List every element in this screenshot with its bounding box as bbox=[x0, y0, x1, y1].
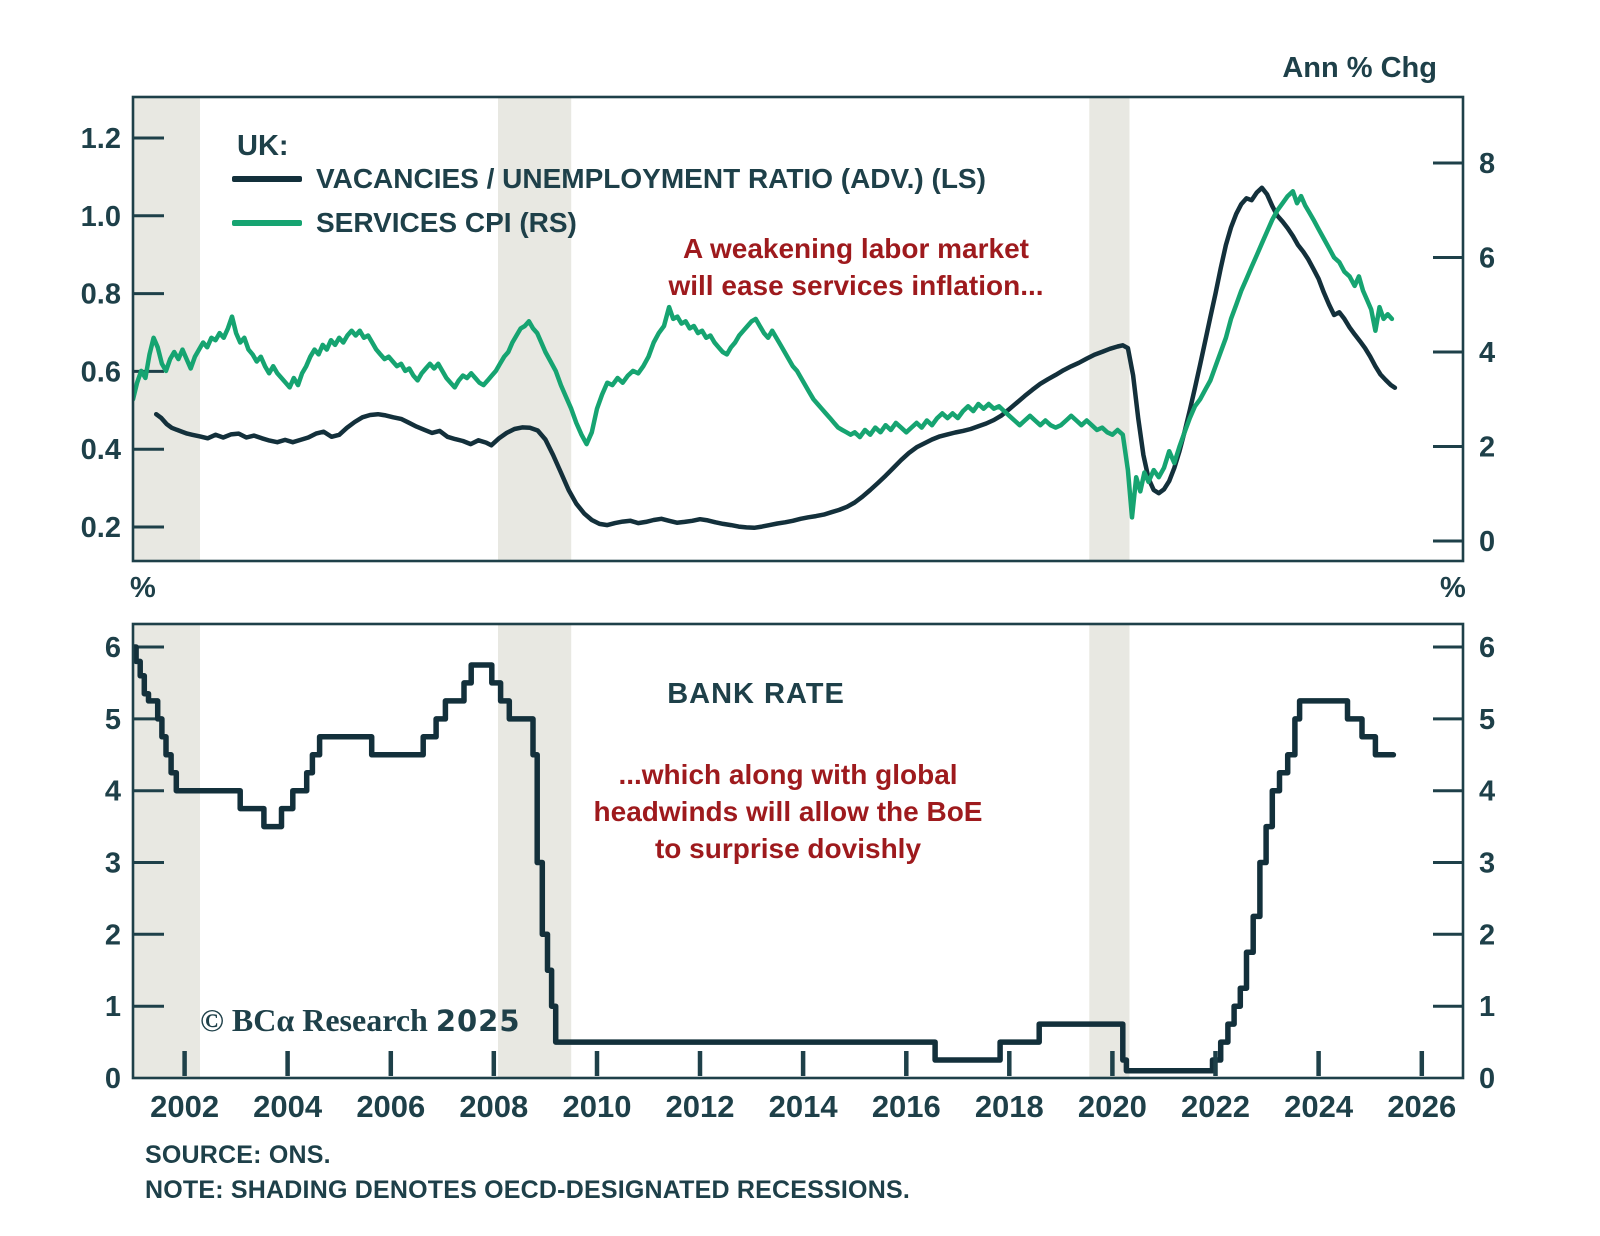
y-axis-tick-label: 8 bbox=[1479, 148, 1495, 180]
recession-band bbox=[133, 97, 200, 561]
legend-label-services-cpi: SERVICES CPI (RS) bbox=[316, 207, 577, 238]
y-axis-tick-label: 1.0 bbox=[81, 201, 121, 233]
y-axis-tick-label: 0 bbox=[1479, 1063, 1495, 1095]
annotation-boe-dovish: ...which along with global headwinds wil… bbox=[594, 756, 983, 867]
x-axis-tick-label: 2010 bbox=[563, 1089, 632, 1124]
annotation-labor-market-line2: will ease services inflation... bbox=[668, 270, 1044, 301]
legend-item-services-cpi: SERVICES CPI (RS) bbox=[232, 207, 577, 239]
y-axis-tick-label: 2 bbox=[1479, 432, 1495, 464]
right-axis-title: Ann % Chg bbox=[1282, 52, 1437, 84]
y-axis-tick-label: 0.2 bbox=[81, 512, 121, 544]
annotation-boe-line2: headwinds will allow the BoE bbox=[593, 796, 983, 827]
recession-band bbox=[1089, 624, 1130, 1078]
legend-label-vacancies: VACANCIES / UNEMPLOYMENT RATIO (ADV.) (L… bbox=[316, 163, 986, 194]
x-axis-tick-label: 2014 bbox=[769, 1089, 839, 1124]
y-axis-tick-label: 1.2 bbox=[81, 123, 121, 155]
y-axis-tick-label: 6 bbox=[1479, 243, 1495, 275]
legend-group-label: UK: bbox=[237, 130, 289, 162]
y-axis-tick-label: 6 bbox=[105, 632, 121, 664]
y-axis-tick-label: 4 bbox=[1479, 776, 1495, 808]
x-axis-tick-label: 2024 bbox=[1284, 1089, 1354, 1124]
annotation-labor-market-line1: A weakening labor market bbox=[683, 233, 1029, 264]
annotation-boe-line3: to surprise dovishly bbox=[654, 833, 922, 864]
y-axis-tick-label: 0 bbox=[1479, 526, 1495, 558]
x-axis-tick-label: 2026 bbox=[1387, 1089, 1456, 1124]
watermark-year: 2025 bbox=[435, 1004, 521, 1038]
y-axis-tick-label: 0.6 bbox=[81, 356, 121, 388]
y-axis-tick-label: 3 bbox=[105, 848, 121, 880]
y-axis-tick-label: 6 bbox=[1479, 632, 1495, 664]
annotation-labor-market: A weakening labor market will ease servi… bbox=[668, 230, 1043, 304]
x-axis-tick-label: 2020 bbox=[1078, 1089, 1147, 1124]
y-axis-tick-label: 4 bbox=[105, 776, 121, 808]
recession-band bbox=[1089, 97, 1130, 561]
y-axis-tick-label: 3 bbox=[1479, 848, 1495, 880]
annotation-boe-line1: ...which along with global bbox=[618, 759, 958, 790]
panel-border bbox=[131, 95, 1465, 563]
vacancies-line-swatch bbox=[232, 176, 302, 182]
recession-band bbox=[133, 624, 200, 1078]
source-note: SOURCE: ONS. bbox=[145, 1141, 331, 1169]
services-cpi-line-swatch bbox=[232, 220, 302, 226]
x-axis-tick-label: 2022 bbox=[1181, 1089, 1250, 1124]
x-axis-tick-label: 2006 bbox=[356, 1089, 425, 1124]
vacancies-ratio-line bbox=[153, 185, 1398, 531]
bank-rate-line bbox=[133, 644, 1397, 1074]
services-cpi-line bbox=[133, 189, 1395, 520]
y-axis-tick-label: 0.4 bbox=[81, 434, 121, 466]
right-percent-label: % bbox=[1440, 572, 1466, 604]
x-axis-tick-label: 2004 bbox=[253, 1089, 323, 1124]
shading-note: NOTE: SHADING DENOTES OECD-DESIGNATED RE… bbox=[145, 1176, 910, 1204]
y-axis-tick-label: 0 bbox=[105, 1063, 121, 1095]
x-axis-tick-label: 2002 bbox=[150, 1089, 219, 1124]
y-axis-tick-label: 0.8 bbox=[81, 279, 121, 311]
y-axis-tick-label: 2 bbox=[105, 919, 121, 951]
x-axis-tick-label: 2018 bbox=[975, 1089, 1044, 1124]
y-axis-tick-label: 4 bbox=[1479, 337, 1495, 369]
left-percent-label: % bbox=[130, 572, 156, 604]
bca-research-watermark: © BCα Research 2025 bbox=[200, 1002, 521, 1039]
y-axis-tick-label: 5 bbox=[1479, 704, 1495, 736]
y-axis-tick-label: 2 bbox=[1479, 919, 1495, 951]
y-axis-tick-label: 5 bbox=[105, 704, 121, 736]
y-axis-tick-label: 1 bbox=[1479, 991, 1495, 1023]
x-axis-tick-label: 2008 bbox=[459, 1089, 528, 1124]
panel-border bbox=[131, 622, 1465, 1080]
x-axis-tick-label: 2016 bbox=[872, 1089, 941, 1124]
watermark-text: © BCα Research bbox=[200, 1002, 436, 1038]
legend-item-vacancies: VACANCIES / UNEMPLOYMENT RATIO (ADV.) (L… bbox=[232, 163, 986, 195]
x-axis-tick-label: 2012 bbox=[666, 1089, 735, 1124]
y-axis-tick-label: 1 bbox=[105, 991, 121, 1023]
bank-rate-title: BANK RATE bbox=[667, 678, 845, 710]
